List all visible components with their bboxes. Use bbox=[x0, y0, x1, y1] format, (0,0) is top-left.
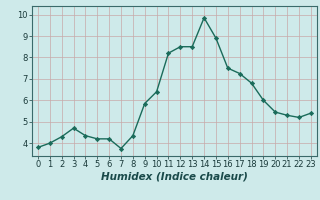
X-axis label: Humidex (Indice chaleur): Humidex (Indice chaleur) bbox=[101, 172, 248, 182]
